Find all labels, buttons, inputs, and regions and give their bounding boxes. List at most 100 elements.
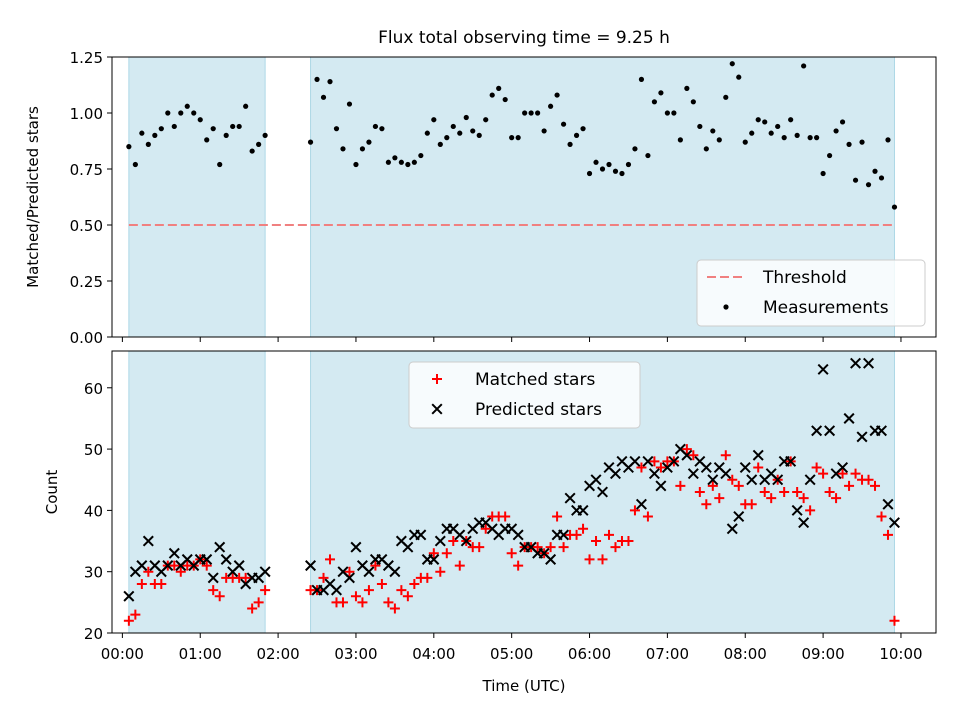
predicted-point xyxy=(726,523,738,535)
measurement-point xyxy=(223,132,229,138)
measurement-point xyxy=(528,110,534,116)
measurement-point xyxy=(749,130,755,136)
matched-point xyxy=(870,480,881,491)
series-measurements xyxy=(126,61,898,210)
measurement-point xyxy=(548,103,554,109)
measurement-point xyxy=(418,152,424,159)
predicted-point xyxy=(415,529,427,541)
matched-point xyxy=(370,560,381,571)
matched-point xyxy=(208,585,219,596)
matched-point xyxy=(441,548,452,559)
predicted-point xyxy=(707,474,719,486)
x-tick-label: 01:00 xyxy=(179,645,222,663)
measurement-point xyxy=(307,139,314,145)
predicted-point xyxy=(687,468,699,480)
matched-point xyxy=(247,603,258,614)
measurement-point xyxy=(249,148,255,154)
measurement-point xyxy=(865,182,872,188)
predicted-point xyxy=(305,560,317,572)
predicted-point xyxy=(259,566,271,578)
measurement-point xyxy=(580,126,586,132)
predicted-point xyxy=(668,455,680,467)
predicted-point xyxy=(850,357,862,369)
measurement-point xyxy=(775,123,781,130)
predicted-point xyxy=(142,535,154,547)
measurement-point xyxy=(437,141,443,147)
matched-point xyxy=(344,566,355,577)
legend-threshold-label: Threshold xyxy=(762,268,847,288)
bottom-marks xyxy=(123,357,900,626)
measurement-point xyxy=(625,161,632,168)
measurement-point xyxy=(398,159,404,165)
x-axis-label: Time (UTC) xyxy=(482,677,566,695)
measurement-point xyxy=(632,146,638,152)
measurement-point xyxy=(878,175,885,181)
matched-point xyxy=(389,603,400,614)
legend-box xyxy=(408,361,641,429)
predicted-point xyxy=(804,474,816,486)
measurement-point xyxy=(833,128,839,134)
predicted-point xyxy=(123,590,135,602)
predicted-point xyxy=(791,504,803,516)
measurement-point xyxy=(716,137,722,143)
matched-point xyxy=(882,529,893,540)
matched-point xyxy=(448,536,459,547)
measurement-point xyxy=(742,139,748,145)
measurement-point xyxy=(152,132,158,138)
predicted-point xyxy=(207,572,219,584)
measurement-point xyxy=(314,76,320,82)
x-tick-label: 07:00 xyxy=(646,645,689,663)
legend-predicted-swatch xyxy=(431,403,443,415)
measurement-point xyxy=(165,110,171,116)
measurement-point xyxy=(658,90,664,96)
measurement-point xyxy=(736,74,742,80)
x-tick-label: 06:00 xyxy=(568,645,611,663)
matched-point xyxy=(214,591,225,602)
legend-box xyxy=(696,259,926,327)
predicted-point xyxy=(363,566,375,578)
predicted-point xyxy=(577,504,589,516)
y-tick-label: 0.75 xyxy=(70,161,103,179)
predicted-point xyxy=(402,541,414,553)
matched-point xyxy=(720,450,731,461)
predicted-point xyxy=(798,517,810,529)
matched-point xyxy=(623,536,634,547)
matched-point xyxy=(350,591,361,602)
measurement-point xyxy=(606,161,612,168)
measurement-point xyxy=(638,76,645,82)
predicted-point xyxy=(512,529,524,541)
measurement-point xyxy=(489,92,495,98)
measurement-point xyxy=(502,96,508,103)
measurement-point xyxy=(515,135,521,141)
x-tick-label: 02:00 xyxy=(256,645,299,663)
measurement-point xyxy=(405,161,411,168)
predicted-point xyxy=(162,560,174,572)
matched-point xyxy=(824,487,835,497)
matched-point xyxy=(675,480,686,491)
measurement-point xyxy=(217,161,223,168)
x-tick-label: 10:00 xyxy=(879,645,922,663)
x-tick-label: 08:00 xyxy=(724,645,767,663)
matched-point xyxy=(130,609,141,620)
predicted-point xyxy=(350,541,362,553)
predicted-point xyxy=(564,492,576,504)
figure-title: Flux total observing time = 9.25 h xyxy=(378,28,670,48)
y-tick-label: 0.25 xyxy=(70,273,103,291)
predicted-point xyxy=(558,529,570,541)
measurement-point xyxy=(859,139,865,145)
matched-point xyxy=(649,456,660,467)
matched-point xyxy=(383,597,394,608)
matched-point xyxy=(123,615,134,626)
x-tick-label: 04:00 xyxy=(412,645,455,663)
measurement-point xyxy=(846,141,852,147)
predicted-point xyxy=(856,431,868,443)
measurement-point xyxy=(372,123,379,130)
measurement-point xyxy=(450,123,456,130)
predicted-point xyxy=(136,560,148,572)
matched-point xyxy=(513,560,524,571)
measurement-point xyxy=(885,137,891,143)
measurement-point xyxy=(651,99,658,105)
measurement-point xyxy=(385,159,391,165)
measurement-point xyxy=(541,128,547,134)
